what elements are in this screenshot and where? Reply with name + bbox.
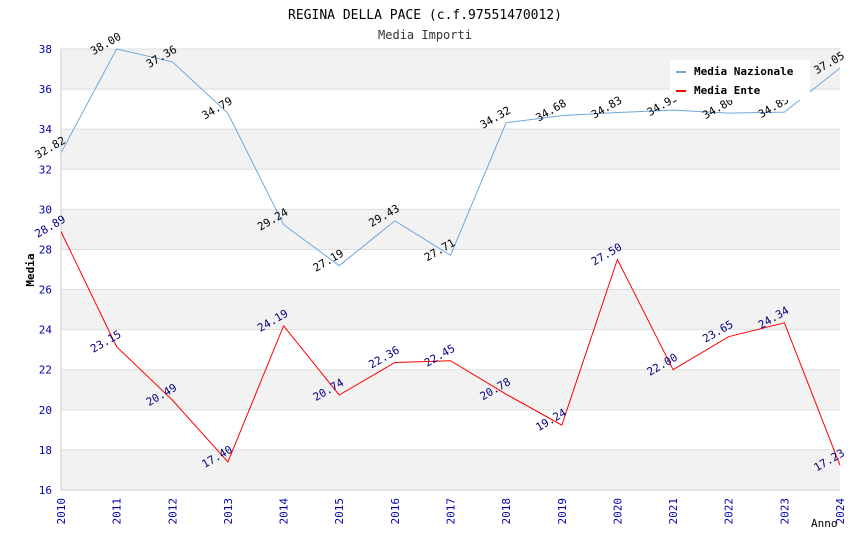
grid-band (61, 369, 840, 410)
grid-band (61, 209, 840, 250)
x-tick-label: 2021 (667, 498, 680, 525)
y-tick-label: 30 (39, 203, 52, 216)
grid-band (61, 289, 840, 330)
series-lines (60, 48, 841, 466)
legend: Media Nazionale Media Ente (670, 60, 810, 100)
y-tick-label: 38 (39, 43, 52, 56)
series-line-media-ente (60, 231, 841, 466)
grid-band (61, 129, 840, 170)
x-tick-label: 2017 (445, 498, 458, 525)
y-tick-label: 32 (39, 163, 52, 176)
data-label: 34.83 (589, 94, 624, 122)
x-tick-label: 2022 (723, 498, 736, 525)
y-tick-label: 34 (39, 123, 53, 136)
data-label: 22.36 (367, 344, 402, 372)
x-tick-label: 2010 (55, 498, 68, 525)
y-tick-label: 24 (39, 324, 53, 337)
x-axis-label: Anno (811, 517, 838, 530)
data-label: 23.15 (88, 328, 123, 356)
y-tick-label: 20 (39, 404, 52, 417)
y-tick-label: 18 (39, 444, 52, 457)
x-tick-label: 2023 (778, 498, 791, 525)
data-label: 34.68 (533, 97, 568, 125)
x-tick-label: 2014 (278, 498, 291, 525)
y-ticks: 16 18 20 22 24 26 28 30 32 34 36 38 (39, 43, 53, 497)
data-label: 34.32 (478, 104, 513, 132)
x-tick-label: 2016 (389, 498, 402, 525)
y-tick-label: 28 (39, 243, 52, 256)
x-tick-label: 2018 (500, 498, 513, 525)
x-tick-label: 2019 (556, 498, 569, 525)
chart-subtitle: Media Importi (378, 28, 472, 42)
x-ticks: 2010 2011 2012 2013 2014 2015 2016 2017 2018 2019… (55, 498, 847, 525)
y-tick-label: 26 (39, 284, 52, 297)
x-tick-label: 2011 (111, 498, 124, 525)
data-label: 22.45 (422, 342, 457, 370)
y-tick-label: 22 (39, 364, 52, 377)
y-axis-label: Media (24, 253, 37, 286)
axes (60, 49, 840, 491)
grid-band (61, 449, 840, 490)
legend-label: Media Ente (694, 84, 761, 97)
data-label: 34.79 (200, 94, 235, 122)
series-line-media-nazionale (60, 48, 841, 267)
x-tick-label: 2012 (166, 498, 179, 525)
y-tick-label: 36 (39, 83, 52, 96)
x-tick-label: 2020 (611, 498, 624, 525)
legend-label: Media Nazionale (694, 65, 794, 78)
x-tick-label: 2015 (333, 498, 346, 525)
x-tick-label: 2024 (834, 498, 847, 525)
grid-lines (61, 48, 840, 491)
grid-bands (61, 49, 840, 490)
y-tick-label: 16 (39, 484, 52, 497)
legend-box (670, 60, 810, 100)
data-label: 27.19 (311, 247, 346, 275)
x-tick-label: 2013 (222, 498, 235, 525)
chart-title: REGINA DELLA PACE (c.f.97551470012) (288, 8, 562, 23)
